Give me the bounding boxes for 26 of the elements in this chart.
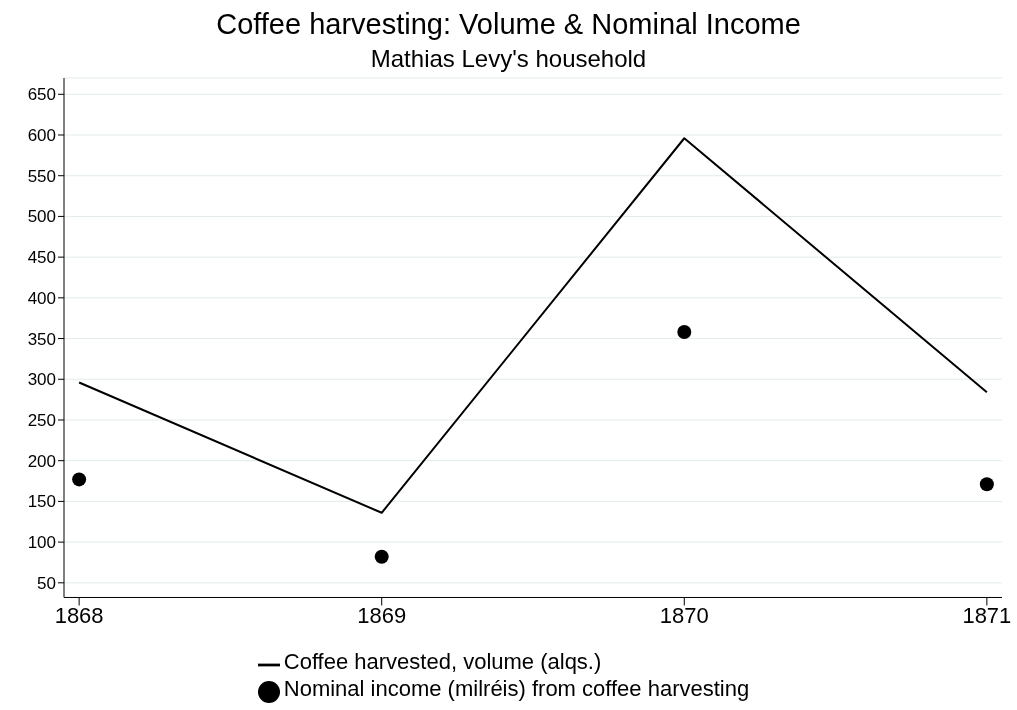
- line-series: [78, 137, 988, 514]
- y-tick-label: 50: [37, 573, 56, 593]
- y-tick-label: 400: [27, 288, 56, 308]
- point: [979, 477, 994, 492]
- legend-label: Coffee harvested, volume (alqs.): [283, 649, 602, 675]
- y-tick-label: 350: [27, 329, 56, 349]
- point: [374, 549, 389, 564]
- point: [677, 325, 692, 340]
- x-tick-label: 1868: [54, 603, 104, 629]
- y-tick-label: 500: [27, 207, 56, 227]
- x-tick-label: 1869: [357, 603, 407, 629]
- y-tick-label: 150: [27, 492, 56, 512]
- chart-subtitle: Mathias Levy's household: [369, 45, 648, 73]
- y-tick-label: 550: [27, 166, 56, 186]
- x-tick-label: 1871: [962, 603, 1012, 629]
- x-tick-label: 1870: [659, 603, 709, 629]
- y-tick-label: 300: [27, 370, 56, 390]
- y-tick-label: 450: [27, 248, 56, 268]
- y-tick-label: 100: [27, 533, 56, 553]
- y-tick-label: 600: [27, 126, 56, 146]
- point: [72, 472, 87, 487]
- y-tick-label: 250: [27, 411, 56, 431]
- y-tick-label: 200: [27, 451, 56, 471]
- chart-title: Coffee harvesting: Volume & Nominal Income: [215, 8, 802, 41]
- legend-label: Nominal income (milréis) from coffee harvesting: [283, 676, 750, 702]
- y-tick-label: 650: [27, 85, 56, 105]
